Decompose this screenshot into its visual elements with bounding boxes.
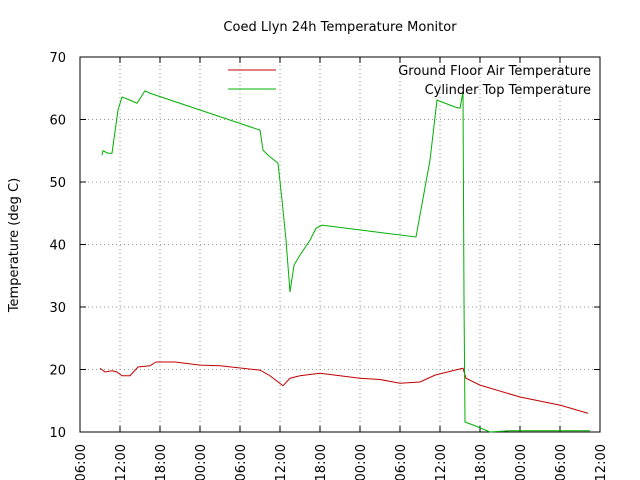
x-tick-label: 06:00 xyxy=(74,444,89,480)
x-tick-label: 18:00 xyxy=(154,444,169,480)
y-tick-label: 30 xyxy=(49,301,66,316)
y-tick-label: 50 xyxy=(49,176,66,191)
x-tick-label: 12:00 xyxy=(594,444,609,480)
x-tick-label: 06:00 xyxy=(234,444,249,480)
data-line xyxy=(101,90,590,433)
x-tick-label: 06:00 xyxy=(394,444,409,480)
x-tick-label: 12:00 xyxy=(434,444,449,480)
x-tick-label: 12:00 xyxy=(274,444,289,480)
x-tick-label: 06:00 xyxy=(554,444,569,480)
y-axis-label: Temperature (deg C) xyxy=(7,178,22,313)
x-tick-label: 18:00 xyxy=(474,444,489,480)
y-tick-label: 60 xyxy=(49,114,66,129)
y-tick-label: 10 xyxy=(49,426,66,441)
y-tick-label: 20 xyxy=(49,364,66,379)
plot-border xyxy=(79,56,601,433)
legend-label: Cylinder Top Temperature xyxy=(425,83,591,98)
x-tick-label: 12:00 xyxy=(114,444,129,480)
x-tick-label: 00:00 xyxy=(354,444,369,480)
legend-label: Ground Floor Air Temperature xyxy=(398,64,591,79)
x-tick-label: 00:00 xyxy=(194,444,209,480)
x-tick-label: 18:00 xyxy=(314,444,329,480)
y-tick-label: 70 xyxy=(49,51,66,66)
y-tick-label: 40 xyxy=(49,239,66,254)
data-line xyxy=(99,361,589,414)
x-tick-label: 00:00 xyxy=(514,444,529,480)
chart-title: Coed Llyn 24h Temperature Monitor xyxy=(223,20,457,35)
